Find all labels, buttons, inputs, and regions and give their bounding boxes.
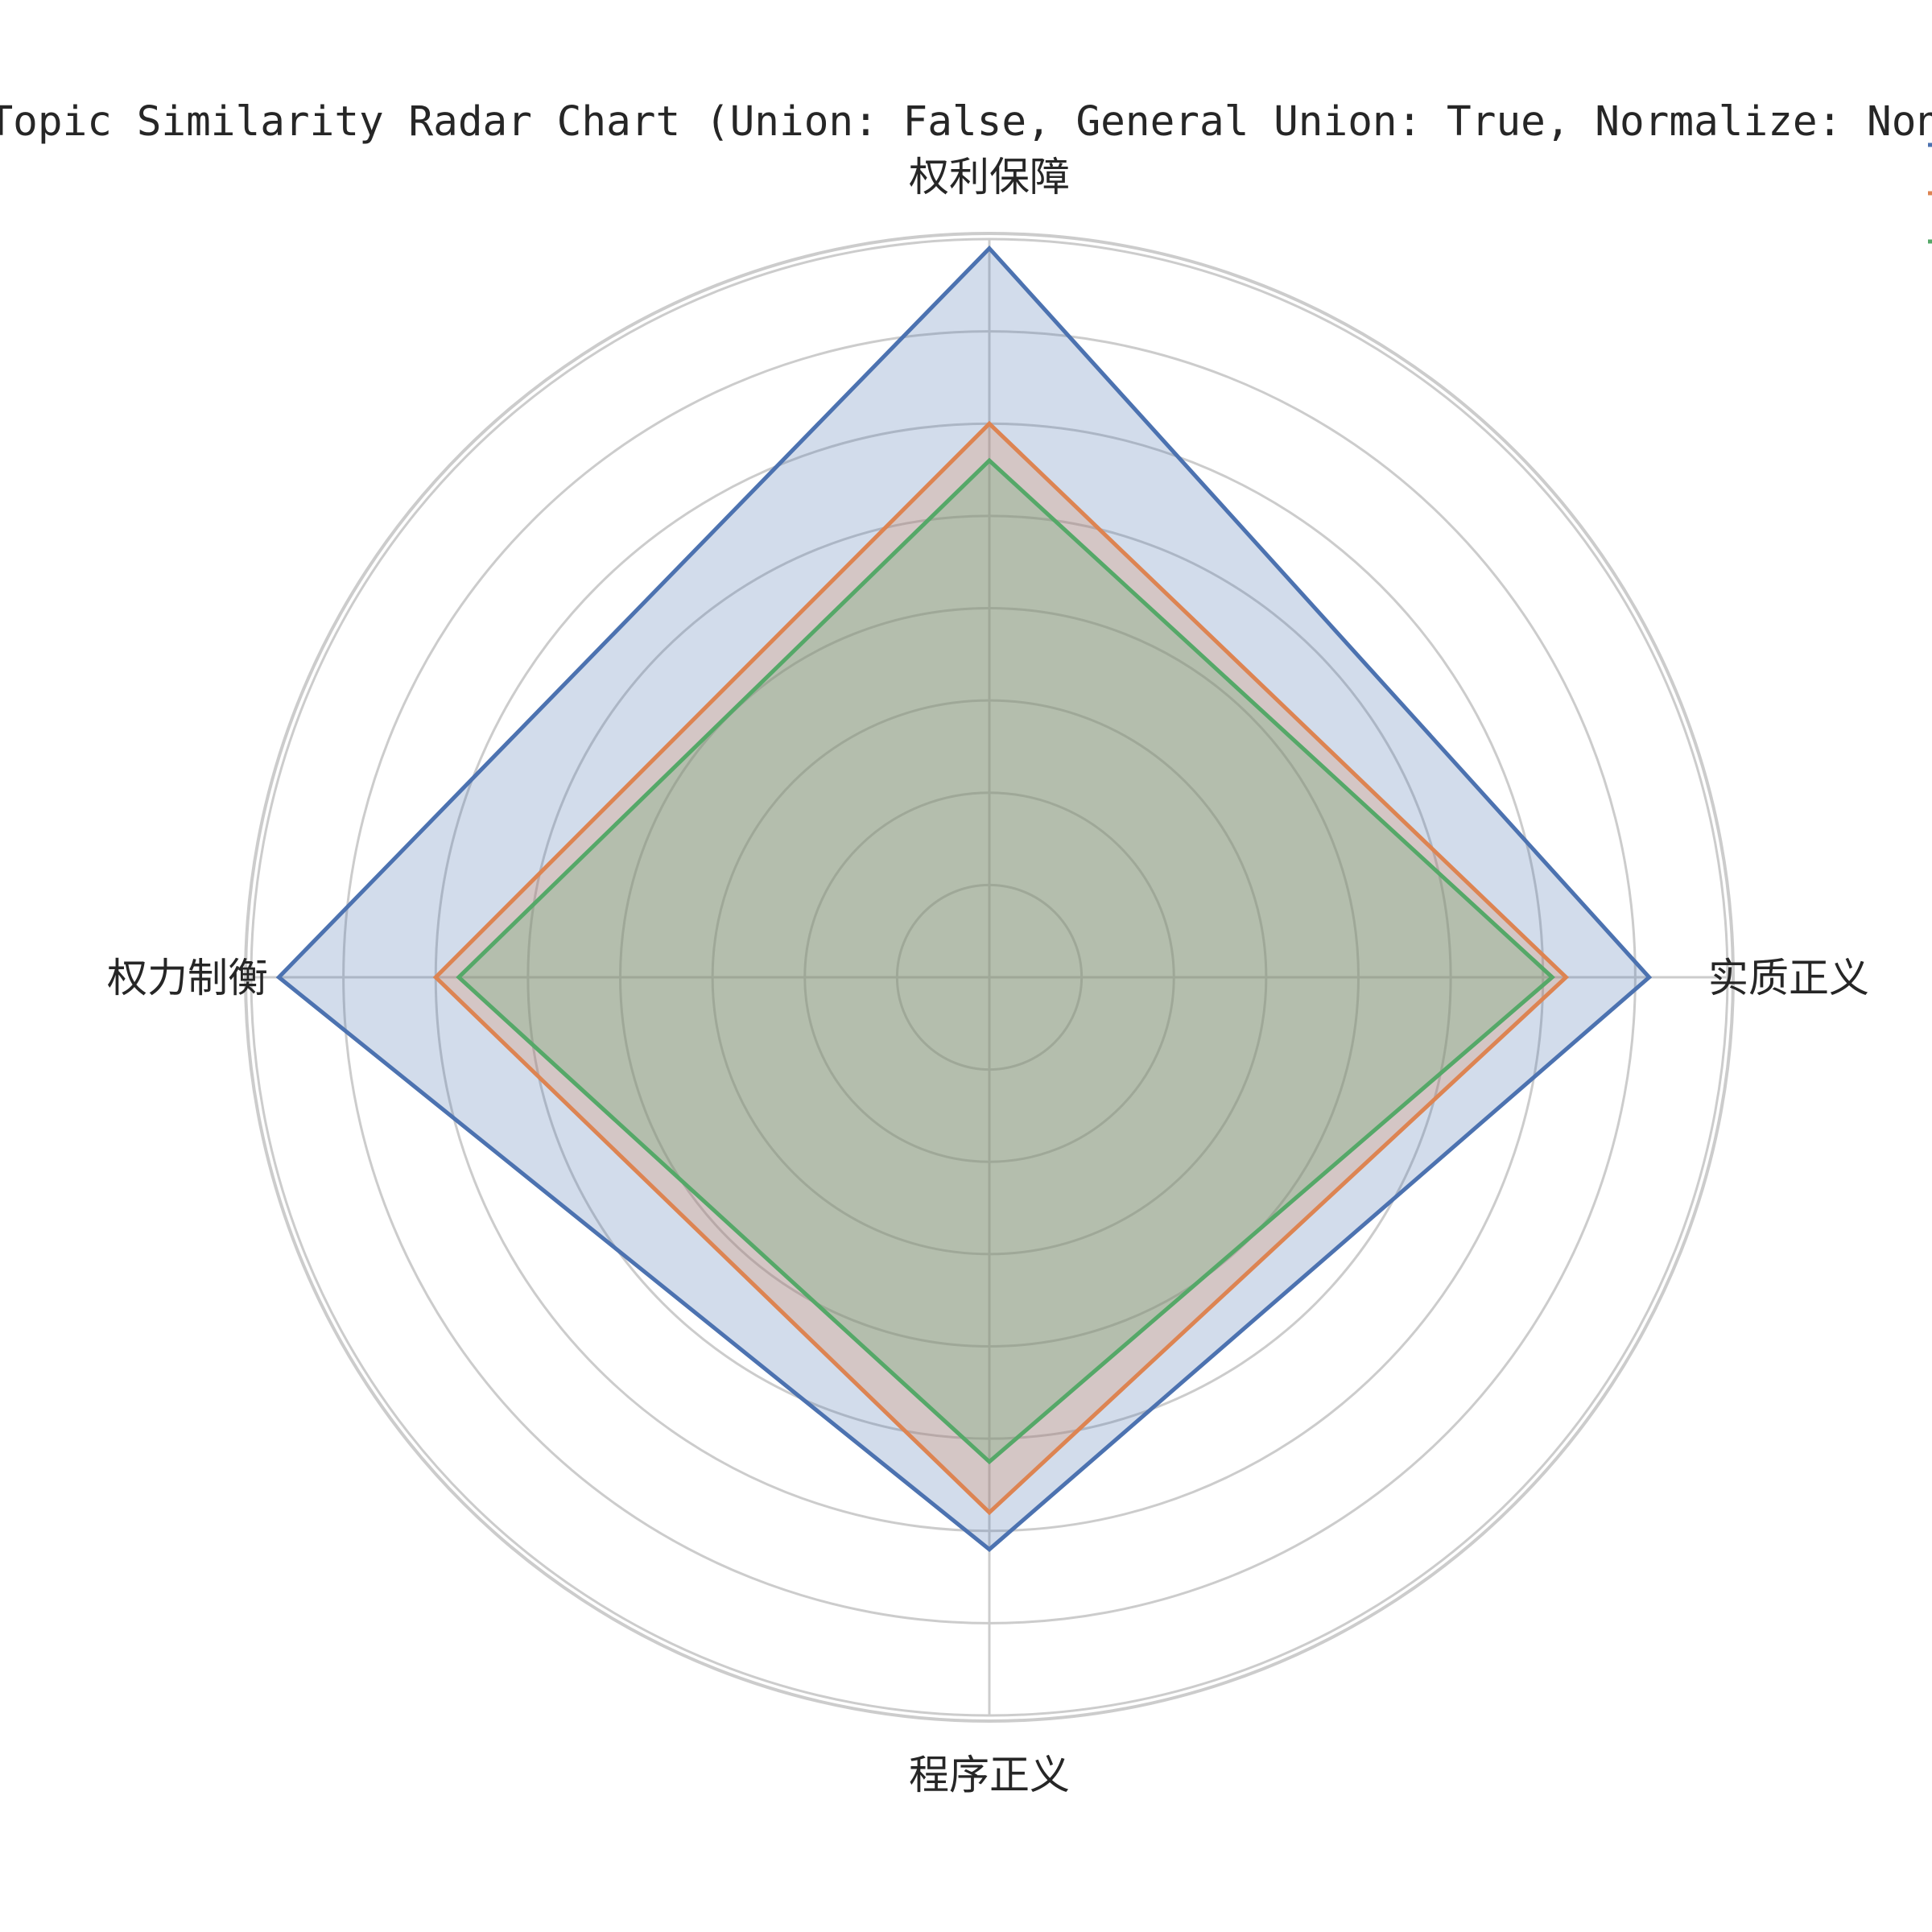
chart-title: Topic Similarity Radar Chart (Union: Fal… (0, 98, 1932, 146)
series-2-line (432, 420, 1570, 1516)
series-3-line (456, 457, 1555, 1465)
radar-series (275, 245, 1653, 1552)
outer-frame-ring (244, 232, 1735, 1723)
axis-label-4: 权力制衡 (107, 955, 268, 1001)
axis-label-3: 程序正义 (909, 1752, 1070, 1798)
axis-label-1: 权利保障 (909, 154, 1070, 200)
series-3-area (458, 460, 1553, 1462)
series-1-area (279, 248, 1649, 1550)
axis-label-2: 实质正义 (1708, 955, 1869, 1001)
radar-grid (244, 232, 1735, 1723)
series-1-line (275, 245, 1653, 1552)
legend (1928, 142, 1932, 244)
